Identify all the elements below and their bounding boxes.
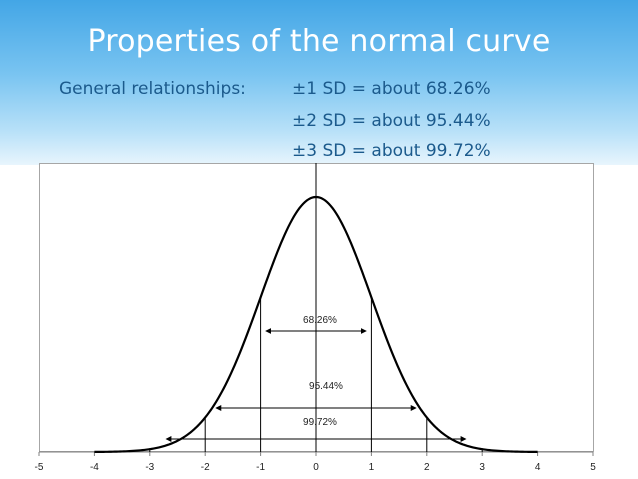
normal-curve-line (94, 195, 538, 454)
x-tick-label: 0 (313, 462, 319, 473)
range-label: 99.72% (303, 417, 337, 428)
x-tick-label: 1 (369, 462, 375, 473)
x-tick-label: 2 (424, 462, 430, 473)
x-tick-label: -5 (35, 462, 44, 473)
relationship-3sd: ±3 SD = about 99.72% (292, 141, 491, 161)
x-tick-label: -4 (90, 462, 99, 473)
relationships-label: General relationships: (59, 79, 246, 99)
slide-title: Properties of the normal curve (87, 24, 551, 59)
x-tick-label: -2 (201, 462, 210, 473)
range-label: 68.26% (303, 315, 337, 326)
x-tick-label: 4 (535, 462, 541, 473)
slide-header (0, 0, 638, 165)
range-label: 95.44% (309, 381, 343, 392)
x-tick-label: -1 (256, 462, 265, 473)
relationship-2sd: ±2 SD = about 95.44% (292, 111, 491, 131)
relationship-1sd: ±1 SD = about 68.26% (292, 79, 491, 99)
x-tick-label: -3 (145, 462, 154, 473)
x-tick-label: 3 (479, 462, 485, 473)
x-tick-label: 5 (590, 462, 596, 473)
